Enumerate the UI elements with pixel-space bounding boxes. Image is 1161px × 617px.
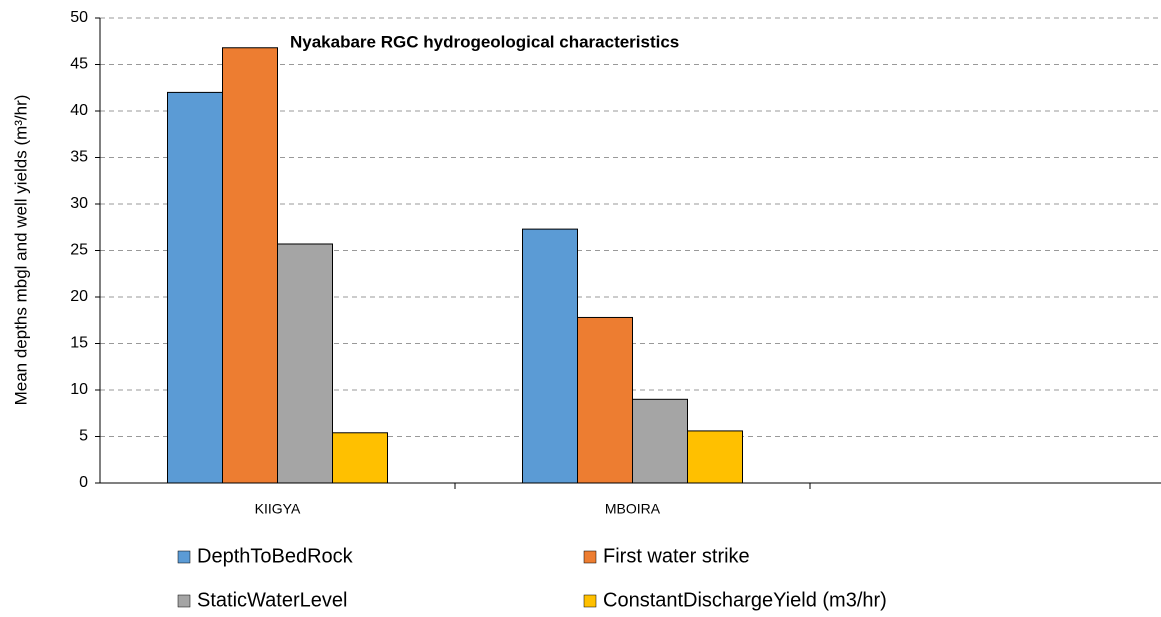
y-tick-label: 50: [70, 9, 88, 26]
bar: [522, 228, 578, 484]
legend-label: ConstantDischargeYield (m3/hr): [603, 589, 887, 611]
y-tick-label: 15: [70, 335, 88, 352]
y-tick-label: 0: [79, 474, 88, 491]
legend-label: StaticWaterLevel: [197, 589, 347, 611]
bar: [332, 432, 388, 484]
y-tick-label: 20: [70, 288, 88, 305]
chart-title: Nyakabare RGC hydrogeological characteri…: [290, 32, 679, 51]
y-tick-label: 5: [79, 428, 88, 445]
legend-swatch: [583, 550, 597, 564]
legend-swatch: [177, 550, 191, 564]
bar: [277, 243, 333, 484]
y-axis-label: Mean depths mbgl and well yields (m³/hr): [11, 95, 30, 406]
bar: [577, 316, 633, 484]
bar: [632, 398, 688, 484]
y-tick-label: 40: [70, 102, 88, 119]
legend-label: First water strike: [603, 545, 750, 567]
y-tick-label: 10: [70, 381, 88, 398]
y-tick-label: 35: [70, 149, 88, 166]
y-tick-label: 45: [70, 56, 88, 73]
bar: [167, 91, 223, 484]
x-tick-label: KIIGYA: [255, 501, 301, 517]
x-tick-label: MBOIRA: [605, 501, 661, 517]
bar: [222, 47, 278, 484]
y-tick-label: 25: [70, 242, 88, 259]
y-tick-label: 30: [70, 195, 88, 212]
bar: [687, 430, 743, 484]
legend-swatch: [583, 594, 597, 608]
legend-label: DepthToBedRock: [197, 545, 354, 567]
legend-swatch: [177, 594, 191, 608]
